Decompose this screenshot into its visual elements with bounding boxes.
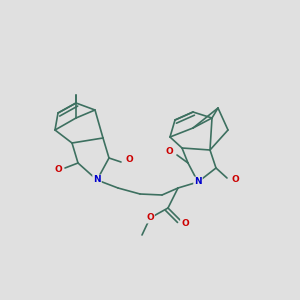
- Text: O: O: [54, 166, 62, 175]
- Text: O: O: [125, 155, 133, 164]
- Text: N: N: [194, 178, 202, 187]
- Text: O: O: [146, 214, 154, 223]
- Text: O: O: [165, 148, 173, 157]
- Text: O: O: [231, 176, 239, 184]
- Text: O: O: [181, 218, 189, 227]
- Text: N: N: [93, 176, 101, 184]
